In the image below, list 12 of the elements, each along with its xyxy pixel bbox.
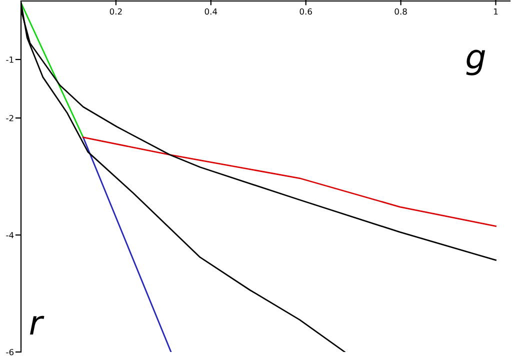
line-series [82,136,496,227]
x-tick-label: 0.8 [394,8,407,15]
x-axis-title: g [466,50,486,76]
y-axis-title: r [30,316,44,335]
y-tick-label: -1 [6,56,14,63]
x-tick-label: 0.4 [204,8,218,15]
y-tick-label: -4 [6,232,14,238]
y-tick-label: -2 [6,114,14,122]
x-tick-label: 0.2 [110,8,122,15]
y-tick-label: -6 [6,348,14,356]
x-tick-label: 1 [494,8,498,15]
x-tick-label: 0.6 [300,8,312,15]
